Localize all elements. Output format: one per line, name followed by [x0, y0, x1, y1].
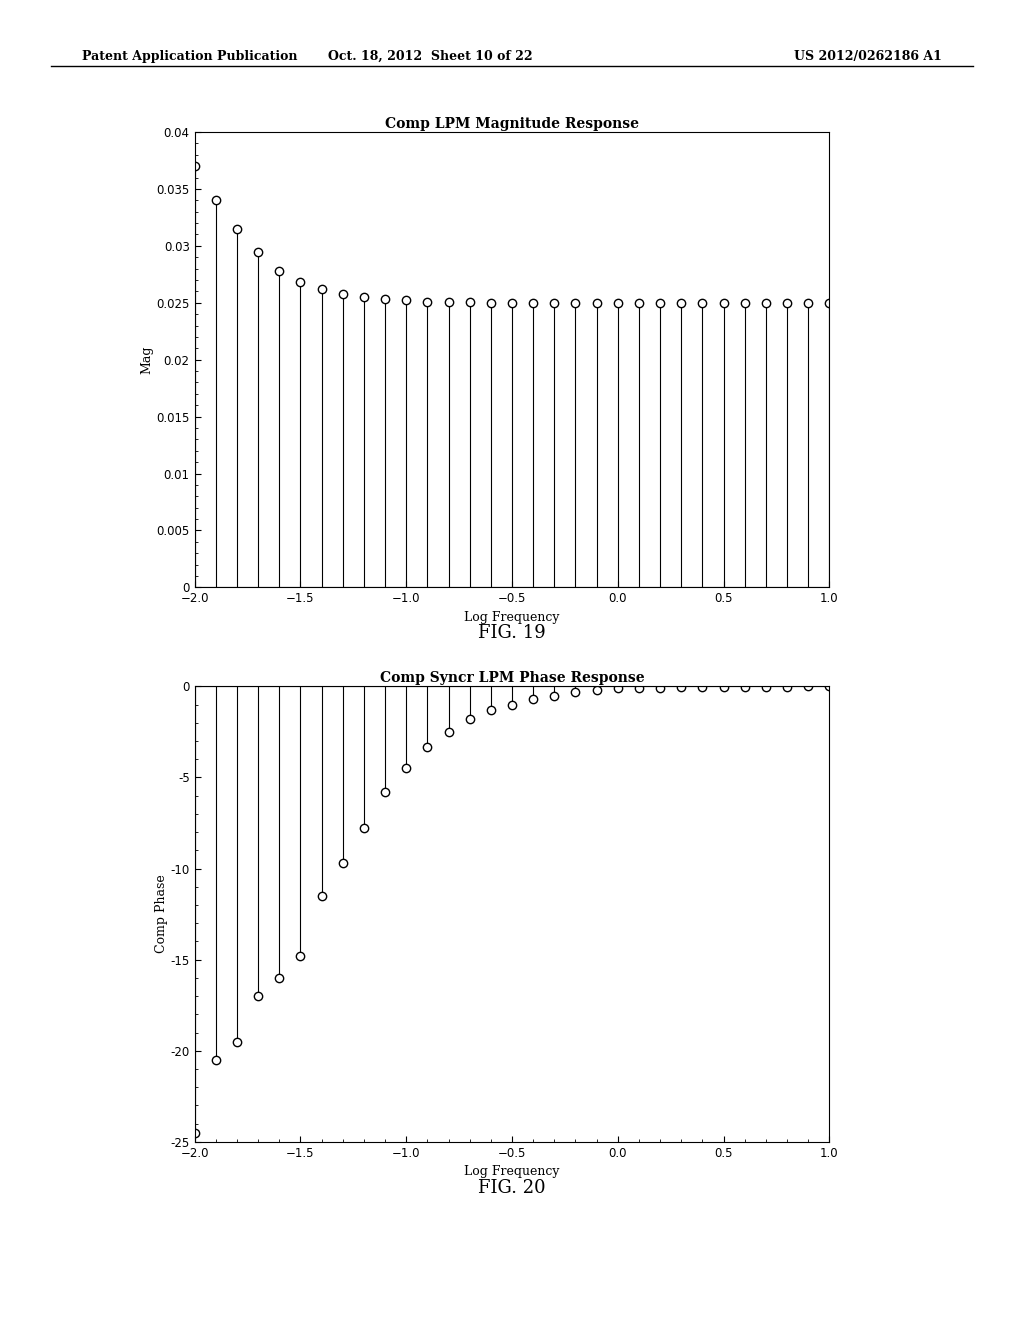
X-axis label: Log Frequency: Log Frequency	[464, 611, 560, 624]
Y-axis label: Comp Phase: Comp Phase	[155, 875, 168, 953]
Text: US 2012/0262186 A1: US 2012/0262186 A1	[795, 50, 942, 63]
Text: FIG. 19: FIG. 19	[478, 624, 546, 643]
X-axis label: Log Frequency: Log Frequency	[464, 1166, 560, 1179]
Title: Comp Syncr LPM Phase Response: Comp Syncr LPM Phase Response	[380, 672, 644, 685]
Title: Comp LPM Magnitude Response: Comp LPM Magnitude Response	[385, 117, 639, 131]
Text: Patent Application Publication: Patent Application Publication	[82, 50, 297, 63]
Y-axis label: Mag: Mag	[140, 346, 154, 374]
Text: Oct. 18, 2012  Sheet 10 of 22: Oct. 18, 2012 Sheet 10 of 22	[328, 50, 532, 63]
Text: FIG. 20: FIG. 20	[478, 1179, 546, 1197]
